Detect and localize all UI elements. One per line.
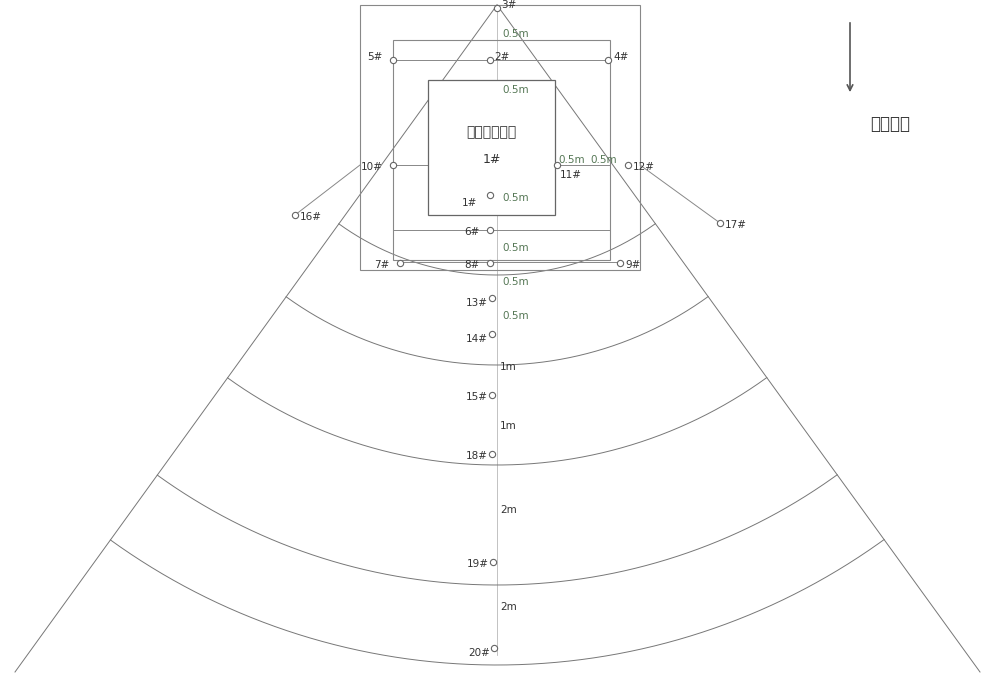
Text: 3#: 3# [501, 0, 516, 10]
Text: 电容器掴埋地: 电容器掴埋地 [466, 125, 517, 140]
Text: 0.5m: 0.5m [502, 311, 529, 321]
Bar [428, 80, 555, 215]
Text: 7#: 7# [374, 260, 389, 270]
Text: 8#: 8# [464, 260, 479, 270]
Text: 20#: 20# [468, 648, 490, 658]
Text: 17#: 17# [725, 220, 747, 230]
Text: 6#: 6# [464, 227, 479, 237]
Text: 2m: 2m [500, 505, 517, 515]
Text: 18#: 18# [466, 451, 488, 461]
Text: 0.5m: 0.5m [558, 155, 585, 165]
Text: 11#: 11# [560, 170, 582, 180]
Text: 1#: 1# [482, 153, 501, 166]
Text: 1m: 1m [500, 362, 517, 372]
Text: 13#: 13# [466, 298, 488, 308]
Text: 0.5m: 0.5m [590, 155, 617, 165]
Text: 19#: 19# [467, 559, 489, 569]
Text: 15#: 15# [466, 392, 488, 402]
Text: 12#: 12# [633, 162, 655, 172]
Text: 0.5m: 0.5m [502, 277, 529, 287]
Text: 14#: 14# [466, 334, 488, 344]
Text: 0.5m: 0.5m [502, 85, 529, 95]
Text: 2#: 2# [494, 52, 509, 62]
Text: 5#: 5# [367, 52, 382, 62]
Text: 4#: 4# [613, 52, 628, 62]
Text: 水流方向: 水流方向 [870, 115, 910, 133]
Text: 16#: 16# [300, 212, 322, 222]
Text: 10#: 10# [361, 162, 383, 172]
Text: 1#: 1# [462, 198, 477, 208]
Bar [360, 5, 640, 270]
Text: 0.5m: 0.5m [502, 193, 529, 203]
Text: 9#: 9# [625, 260, 640, 270]
Text: 0.5m: 0.5m [502, 243, 529, 253]
Bar [393, 40, 610, 260]
Text: 0.5m: 0.5m [502, 29, 529, 39]
Text: 2m: 2m [500, 602, 517, 612]
Text: 1m: 1m [500, 421, 517, 431]
